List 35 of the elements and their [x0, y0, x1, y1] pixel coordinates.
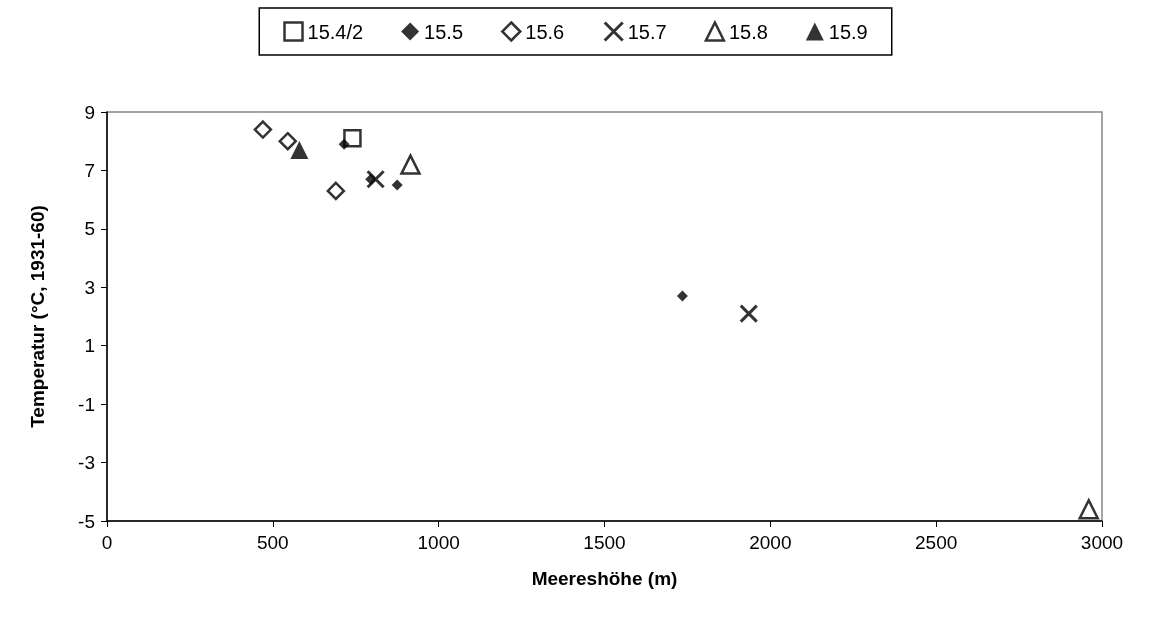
- x-tick-label: 2500: [915, 532, 958, 553]
- x-tick-label: 1000: [417, 532, 460, 553]
- legend-label: 15.8: [728, 20, 768, 43]
- legend-label: 15.4/2: [307, 20, 364, 43]
- y-tick-label: 1: [84, 335, 95, 357]
- x-axis-title: Meereshöhe (m): [531, 568, 678, 589]
- legend-label: 15.5: [424, 20, 464, 43]
- point: [290, 140, 309, 159]
- point: [343, 129, 362, 148]
- x-tick-label: 0: [101, 532, 113, 553]
- x-tick-label: 500: [256, 532, 289, 553]
- y-axis-title: Temperatur (°C, 1931-60): [27, 205, 48, 428]
- y-tick-label: 9: [84, 101, 95, 123]
- x-tick-label: 3000: [1080, 532, 1124, 553]
- point: [278, 131, 298, 151]
- y-tick-label: -5: [78, 510, 95, 532]
- y-tick-label: -1: [78, 393, 95, 415]
- point: [253, 120, 273, 139]
- x-tick-label: 1500: [583, 532, 626, 553]
- x-tick-label: 2000: [749, 532, 792, 553]
- point: [366, 169, 386, 189]
- point: [326, 181, 346, 201]
- y-tick-label: 3: [84, 276, 95, 298]
- point: [391, 179, 403, 191]
- point: [739, 304, 759, 324]
- legend-label: 15.7: [627, 20, 667, 43]
- point: [676, 290, 688, 302]
- point: [400, 154, 421, 175]
- point: [338, 138, 350, 150]
- y-tick-label: 5: [84, 218, 95, 240]
- y-tick-label: 7: [84, 159, 95, 181]
- legend-label: 15.6: [525, 20, 565, 43]
- legend-label: 15.9: [828, 20, 868, 43]
- y-tick-label: -3: [78, 452, 95, 474]
- point: [1078, 499, 1099, 520]
